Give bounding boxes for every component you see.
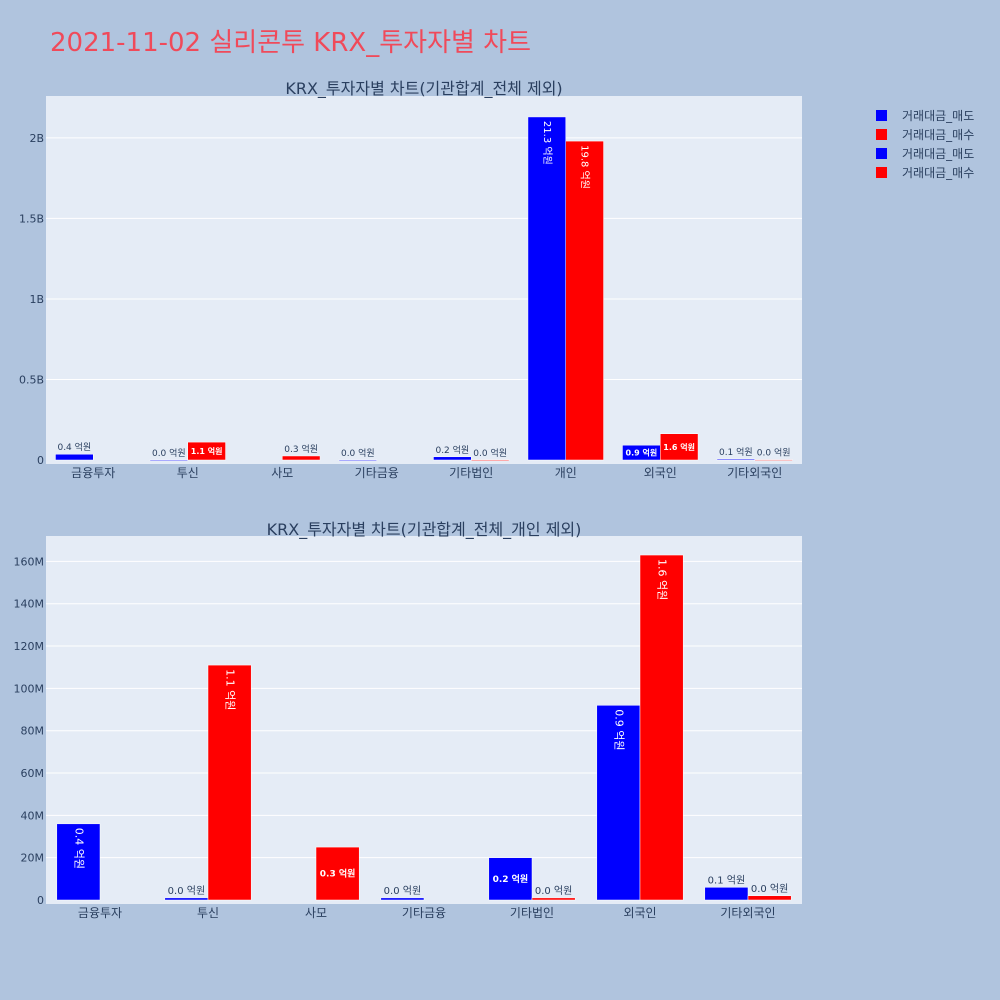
bar-sell [338, 459, 378, 461]
legend-label: 거래대금_매도 [902, 147, 974, 161]
bar-sell [704, 887, 749, 901]
x-tick-label: 투신 [177, 466, 199, 480]
y-tick-label: 80M [21, 725, 45, 738]
bar-sell [488, 857, 533, 901]
y-tick-label: 120M [14, 640, 45, 653]
x-tick-label: 기타법인 [449, 466, 493, 480]
bar-buy [282, 455, 321, 461]
x-tick-label: 외국인 [623, 906, 656, 920]
legend-label: 거래대금_매수 [902, 166, 974, 180]
y-tick-label: 2B [29, 132, 44, 145]
bar-buy [565, 140, 604, 461]
y-tick-label: 1.5B [19, 212, 44, 225]
bar-buy [207, 664, 252, 901]
page-title: 2021-11-02 실리콘투 KRX_투자자별 차트 [50, 28, 532, 58]
bar-sell [164, 897, 209, 901]
bar-sell [433, 456, 472, 461]
bar-value-label: 1.6 억원 [656, 559, 669, 600]
bar-value-label: 0.1 억원 [719, 446, 753, 458]
y-tick-label: 0.5B [19, 373, 44, 386]
bar-value-label: 0.9 억원 [612, 709, 625, 750]
legend-swatch [876, 148, 887, 159]
x-tick-label: 투신 [197, 906, 219, 920]
bar-value-label: 0.2 억원 [435, 444, 469, 456]
bar-sell [380, 897, 425, 901]
x-tick-label: 기타금융 [355, 466, 399, 480]
y-tick-label: 0 [37, 454, 44, 467]
x-tick-label: 외국인 [644, 466, 677, 480]
x-tick-label: 기타법인 [510, 906, 554, 920]
bar-value-label: 21.3 억원 [541, 121, 553, 165]
bar-sell [716, 458, 756, 461]
bar-value-label: 0.3 억원 [284, 443, 318, 455]
x-tick-label: 기타금융 [402, 906, 446, 920]
x-tick-label: 기타외국인 [720, 906, 775, 920]
bar-buy [315, 846, 360, 901]
bar-buy [639, 554, 684, 901]
legend-swatch [876, 110, 887, 121]
legend-label: 거래대금_매수 [902, 128, 974, 142]
y-tick-label: 1B [29, 293, 44, 306]
legend-label: 거래대금_매도 [902, 109, 974, 123]
bar-value-label: 19.8 억원 [579, 145, 591, 189]
bar-value-label: 0.0 억원 [152, 447, 186, 459]
bar-buy [660, 433, 699, 461]
x-tick-label: 기타외국인 [727, 466, 782, 480]
bar-buy [187, 441, 226, 461]
y-tick-label: 100M [14, 682, 45, 695]
bar-value-label: 0.2 억원 [493, 873, 529, 885]
bar-value-label: 0.0 억원 [473, 447, 507, 459]
bar-value-label: 0.0 억원 [535, 885, 572, 897]
bar-value-label: 0.0 억원 [384, 885, 421, 897]
bar-value-label: 1.1 억원 [224, 669, 237, 710]
x-tick-label: 금융투자 [71, 466, 115, 480]
x-tick-label: 사모 [271, 466, 293, 480]
bar-value-label: 0.0 억원 [341, 447, 375, 459]
bar-value-label: 0.1 억원 [708, 874, 745, 886]
bar-value-label: 1.6 억원 [663, 442, 695, 452]
x-tick-label: 사모 [305, 906, 327, 920]
bar-buy [754, 459, 793, 461]
x-tick-label: 개인 [555, 466, 577, 480]
plot-area [46, 96, 802, 464]
bar-buy [471, 459, 510, 461]
y-tick-label: 40M [21, 809, 45, 822]
y-tick-label: 60M [21, 767, 45, 780]
plot-area [46, 536, 802, 904]
bar-value-label: 0.4 억원 [72, 828, 85, 869]
chart-title: KRX_투자자별 차트(기관합계_전체 제외) [285, 79, 562, 99]
y-tick-label: 160M [14, 555, 45, 568]
bar-value-label: 0.3 억원 [320, 868, 356, 880]
bar-buy [747, 895, 792, 901]
chart-title: KRX_투자자별 차트(기관합계_전체_개인 제외) [267, 520, 582, 540]
bar-value-label: 0.4 억원 [57, 441, 91, 453]
x-tick-label: 금융투자 [78, 906, 122, 920]
legend-swatch [876, 167, 887, 178]
bar-sell [149, 459, 188, 461]
bar-value-label: 0.9 억원 [626, 448, 658, 458]
y-tick-label: 140M [14, 598, 45, 611]
legend-swatch [876, 129, 887, 140]
bar-value-label: 1.1 억원 [191, 446, 223, 456]
bar-value-label: 0.0 억원 [751, 883, 788, 895]
bar-sell [56, 823, 101, 901]
y-tick-label: 20M [21, 852, 45, 865]
bar-sell [55, 453, 94, 461]
y-tick-label: 0 [37, 894, 44, 907]
bar-value-label: 0.0 억원 [757, 447, 791, 459]
bar-value-label: 0.0 억원 [168, 885, 205, 897]
bar-sell [527, 116, 567, 461]
bar-buy [531, 897, 576, 901]
